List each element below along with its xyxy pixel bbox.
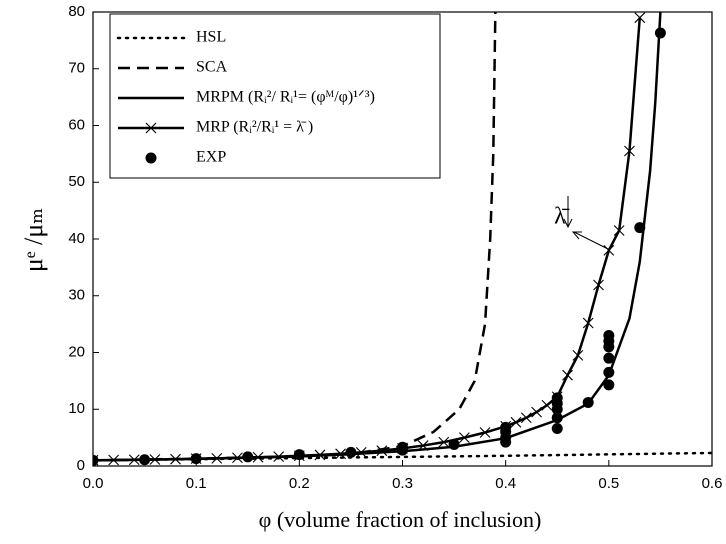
y-tick-label: 30 [68, 287, 85, 304]
marker-x [572, 349, 584, 361]
marker-dot [93, 454, 99, 466]
y-tick-label: 80 [68, 3, 85, 20]
marker-x [128, 454, 140, 466]
annotation-arrowhead [563, 218, 573, 229]
y-tick-label: 70 [68, 60, 85, 77]
marker-x [252, 451, 264, 463]
legend-box [109, 13, 441, 179]
marker-x [232, 452, 243, 464]
annotation-pointer-head [571, 231, 582, 240]
x-tick-label: 0.3 [392, 475, 413, 492]
x-axis-label: φ (volume fraction of inclusion) [259, 507, 542, 532]
marker-dot [190, 453, 202, 465]
marker-dot [551, 392, 563, 404]
legend-label: MRP (Rᵢ²/Rᵢ¹ = λ̄ ) [196, 119, 313, 136]
x-tick-label: 0.0 [83, 475, 104, 492]
x-tick-label: 0.4 [495, 475, 516, 492]
marker-x [438, 436, 450, 448]
marker-x [273, 451, 285, 463]
marker-x [479, 427, 491, 438]
marker-x [459, 432, 470, 444]
marker-x [314, 449, 326, 461]
marker-dot [603, 352, 615, 364]
series-line [93, 12, 497, 462]
marker-dot [345, 446, 357, 458]
x-tick-label: 0.2 [289, 475, 310, 492]
marker-dot [582, 396, 594, 408]
marker-x [355, 446, 367, 458]
marker-x [417, 440, 429, 451]
y-tick-label: 50 [68, 173, 85, 190]
marker-dot [603, 366, 615, 378]
y-tick-label: 40 [68, 230, 85, 247]
marker-x [593, 279, 604, 291]
series-line [93, 17, 642, 462]
legend-label: HSL [196, 29, 226, 46]
marker-x [211, 452, 223, 464]
marker-x [624, 145, 635, 157]
marker-x [613, 225, 625, 236]
y-tick-label: 60 [68, 116, 85, 133]
plot-area [93, 12, 712, 466]
x-tick-label: 0.5 [598, 475, 619, 492]
marker-x [531, 406, 543, 418]
marker-dot [500, 421, 512, 433]
marker-x [335, 448, 346, 460]
marker-dot [603, 329, 615, 341]
marker-x [149, 454, 161, 465]
y-tick-label: 0 [77, 457, 85, 474]
legend-label: EXP [196, 149, 226, 166]
x-tick-label: 0.1 [186, 475, 207, 492]
marker-dot [242, 451, 254, 463]
marker-x [376, 445, 388, 457]
marker-x [520, 412, 532, 424]
marker-dot [397, 441, 408, 453]
y-tick-label: 10 [68, 400, 85, 417]
marker-dot [551, 412, 563, 424]
marker-dot [551, 423, 563, 435]
y-axis-label: μᵉ /μₘ [19, 208, 48, 272]
marker-x [603, 244, 615, 256]
y-tick-label: 20 [68, 343, 85, 360]
x-tick-label: 0.6 [702, 475, 723, 492]
marker-dot [139, 454, 151, 466]
marker-x [510, 416, 522, 428]
marker-x [634, 12, 646, 24]
marker-x [582, 317, 594, 329]
marker-dot [634, 222, 646, 234]
marker-x [541, 399, 553, 411]
marker-dot [448, 438, 460, 450]
marker-x [108, 454, 120, 466]
marker-x [145, 122, 157, 134]
marker-dot [654, 27, 666, 39]
marker-x [562, 369, 573, 381]
marker-dot [293, 449, 305, 461]
marker-dot [145, 152, 157, 164]
marker-x [170, 453, 181, 465]
marker-dot [603, 379, 615, 391]
legend-label: MRPM (Rᵢ²/ Rᵢ¹= (φᴹ/φ)¹ᐟ³) [196, 89, 375, 106]
legend-label: SCA [196, 59, 228, 76]
annotation-pointer [573, 231, 611, 251]
